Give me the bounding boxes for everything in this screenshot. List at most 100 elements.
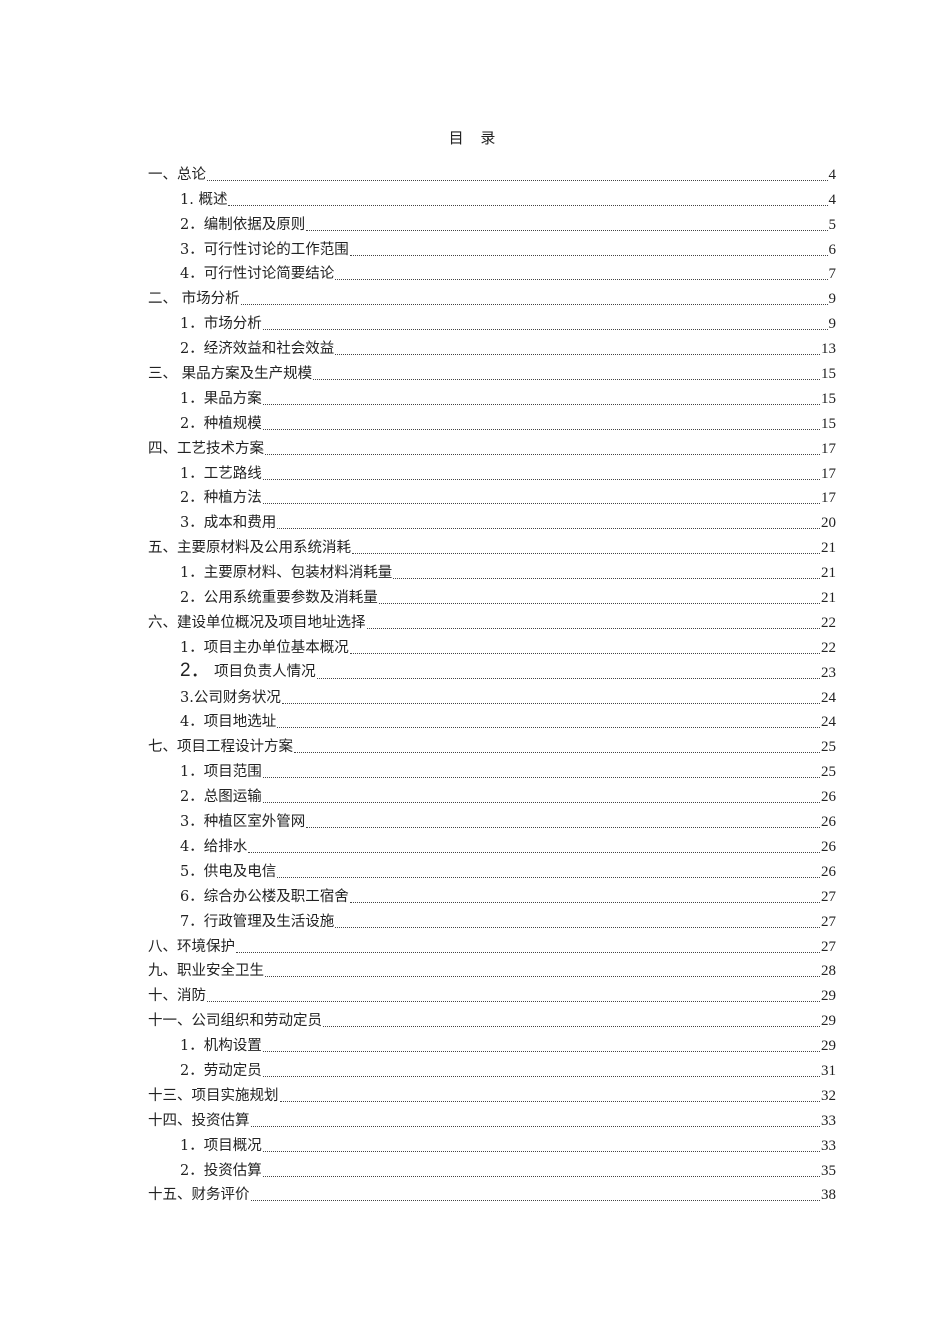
toc-entry-page: 26 bbox=[821, 789, 836, 806]
toc-entry[interactable]: 2．公用系统重要参数及消耗量 21 bbox=[148, 582, 836, 607]
dot-leader bbox=[306, 216, 828, 231]
toc-entry-title: 3.公司财务状况 bbox=[180, 689, 281, 706]
dot-leader bbox=[248, 838, 820, 853]
toc-entry[interactable]: 6．综合办公楼及职工宿舍 27 bbox=[148, 881, 836, 906]
toc-entry-page: 23 bbox=[821, 664, 836, 681]
dot-leader bbox=[262, 1162, 820, 1177]
toc-entry[interactable]: 3.公司财务状况 24 bbox=[148, 682, 836, 707]
dot-leader bbox=[265, 962, 820, 978]
toc-entry-title: 6．综合办公楼及职工宿舍 bbox=[180, 888, 349, 905]
toc-entry[interactable]: 1．项目主办单位基本概况 22 bbox=[148, 632, 836, 657]
toc-entry[interactable]: 1．主要原材料、包装材料消耗量 21 bbox=[148, 557, 836, 582]
toc-entry[interactable]: 五、主要原材料及公用系统消耗 21 bbox=[148, 532, 836, 557]
dot-leader bbox=[236, 938, 820, 953]
toc-entry[interactable]: 2．劳动定员 31 bbox=[148, 1055, 836, 1080]
toc-entry[interactable]: 一、总论 4 bbox=[148, 159, 836, 184]
toc-entry-title: 三、 果品方案及生产规模 bbox=[148, 366, 313, 383]
toc-entry[interactable]: 4．项目地选址 24 bbox=[148, 707, 836, 732]
toc-entry[interactable]: 5．供电及电信 26 bbox=[148, 856, 836, 881]
dot-leader bbox=[335, 913, 820, 928]
toc-entry-title: 3．可行性讨论的工作范围 bbox=[180, 241, 349, 258]
toc-entry[interactable]: 1．机构设置 29 bbox=[148, 1030, 836, 1055]
toc-entry-page: 32 bbox=[821, 1087, 836, 1104]
dot-leader bbox=[393, 564, 820, 580]
toc-entry[interactable]: 4．可行性讨论简要结论 7 bbox=[148, 259, 836, 284]
toc-entry-title: 十一、公司组织和劳动定员 bbox=[148, 1013, 322, 1030]
toc-entry-title: 六、建设单位概况及项目地址选择 bbox=[148, 614, 366, 631]
toc-entry[interactable]: 2．种植规模 15 bbox=[148, 408, 836, 433]
toc-entry-title: 十、消防 bbox=[148, 988, 206, 1005]
dot-leader bbox=[262, 763, 820, 779]
dot-leader bbox=[265, 440, 820, 455]
toc-entry-title: 二、 市场分析 bbox=[148, 291, 240, 308]
toc-entry[interactable]: 四、工艺技术方案 17 bbox=[148, 433, 836, 458]
toc-entry-page: 24 bbox=[821, 714, 836, 731]
toc-entry-title: 1．市场分析 bbox=[180, 316, 262, 333]
toc-entry[interactable]: 六、建设单位概况及项目地址选择 22 bbox=[148, 607, 836, 632]
dot-leader bbox=[294, 738, 820, 754]
dot-leader bbox=[366, 614, 820, 629]
toc-entry[interactable]: 九、职业安全卫生 28 bbox=[148, 956, 836, 981]
toc-entry[interactable]: 2．经济效益和社会效益 13 bbox=[148, 333, 836, 358]
toc-entry[interactable]: 2． 项目负责人情况 23 bbox=[148, 657, 836, 682]
toc-entry-title: 四、工艺技术方案 bbox=[148, 440, 264, 457]
toc-entry[interactable]: 十一、公司组织和劳动定员 29 bbox=[148, 1005, 836, 1030]
toc-entry[interactable]: 4．给排水 26 bbox=[148, 831, 836, 856]
toc-entry[interactable]: 2．总图运输 26 bbox=[148, 781, 836, 806]
toc-entry-title: 2．编制依据及原则 bbox=[180, 216, 306, 233]
toc-entry[interactable]: 七、项目工程设计方案 25 bbox=[148, 731, 836, 756]
toc-entry-page: 33 bbox=[821, 1112, 836, 1129]
toc-entry[interactable]: 八、环境保护 27 bbox=[148, 931, 836, 956]
dot-leader bbox=[277, 514, 820, 530]
toc-entry[interactable]: 3．可行性讨论的工作范围 6 bbox=[148, 234, 836, 259]
toc-entry[interactable]: 1．市场分析 9 bbox=[148, 308, 836, 333]
toc-entry[interactable]: 1．项目概况 33 bbox=[148, 1130, 836, 1155]
toc-entry[interactable]: 1. 概述 4 bbox=[148, 184, 836, 209]
toc-entry-title: 2．投资估算 bbox=[180, 1162, 262, 1179]
toc-entry[interactable]: 三、 果品方案及生产规模 15 bbox=[148, 358, 836, 383]
toc-entry-page: 26 bbox=[821, 863, 836, 880]
toc-entry[interactable]: 7．行政管理及生活设施 27 bbox=[148, 906, 836, 931]
toc-entry-title: 2．公用系统重要参数及消耗量 bbox=[180, 590, 378, 607]
toc-entry[interactable]: 二、 市场分析 9 bbox=[148, 283, 836, 308]
toc-entry-title: 1．项目范围 bbox=[180, 764, 262, 781]
dot-leader bbox=[335, 265, 828, 281]
toc-entry[interactable]: 2．种植方法 17 bbox=[148, 483, 836, 508]
toc-entry-title: 2．经济效益和社会效益 bbox=[180, 341, 335, 358]
toc-entry[interactable]: 1．项目范围 25 bbox=[148, 756, 836, 781]
toc-entry-page: 15 bbox=[821, 366, 836, 383]
toc-entry-page: 17 bbox=[821, 490, 836, 507]
toc-entry-title: 2．种植规模 bbox=[180, 415, 262, 432]
toc-entry[interactable]: 十、消防 29 bbox=[148, 980, 836, 1005]
toc-entry-title: 1．项目主办单位基本概况 bbox=[180, 639, 349, 656]
toc-entry-title: 十三、项目实施规划 bbox=[148, 1087, 279, 1104]
toc-entry-title: 1．机构设置 bbox=[180, 1038, 262, 1055]
toc-entry[interactable]: 2．投资估算 35 bbox=[148, 1155, 836, 1180]
toc-entry[interactable]: 3．种植区室外管网 26 bbox=[148, 806, 836, 831]
dot-leader bbox=[323, 1012, 820, 1028]
toc-entry-page: 5 bbox=[828, 216, 837, 233]
toc-entry[interactable]: 十三、项目实施规划 32 bbox=[148, 1080, 836, 1105]
toc-entry[interactable]: 1．工艺路线 17 bbox=[148, 458, 836, 483]
toc-entry-title: 1．主要原材料、包装材料消耗量 bbox=[180, 565, 393, 582]
toc-entry-page: 33 bbox=[821, 1137, 836, 1154]
toc-entry[interactable]: 十五、财务评价 38 bbox=[148, 1180, 836, 1205]
toc-entry-page: 31 bbox=[821, 1062, 836, 1079]
toc-entry-page: 27 bbox=[821, 938, 836, 955]
toc-entry-page: 22 bbox=[821, 639, 836, 656]
toc-entry-page: 24 bbox=[821, 689, 836, 706]
toc-entry[interactable]: 3．成本和费用 20 bbox=[148, 507, 836, 532]
toc-entry[interactable]: 2．编制依据及原则 5 bbox=[148, 209, 836, 234]
toc-entry-page: 7 bbox=[828, 266, 837, 283]
toc-entry[interactable]: 1．果品方案 15 bbox=[148, 383, 836, 408]
toc-entry-page: 13 bbox=[821, 341, 836, 358]
toc-entry-title: 九、职业安全卫生 bbox=[148, 963, 264, 980]
dot-leader bbox=[262, 1062, 820, 1077]
toc-entry-page: 4 bbox=[828, 166, 837, 183]
toc-entry-page: 27 bbox=[821, 913, 836, 930]
toc-entry-page: 21 bbox=[821, 540, 836, 557]
toc-entry-title: 2． 项目负责人情况 bbox=[180, 659, 316, 681]
toc-entry-title: 1. 概述 bbox=[180, 191, 228, 208]
toc-entry-page: 27 bbox=[821, 888, 836, 905]
toc-entry[interactable]: 十四、投资估算 33 bbox=[148, 1105, 836, 1130]
